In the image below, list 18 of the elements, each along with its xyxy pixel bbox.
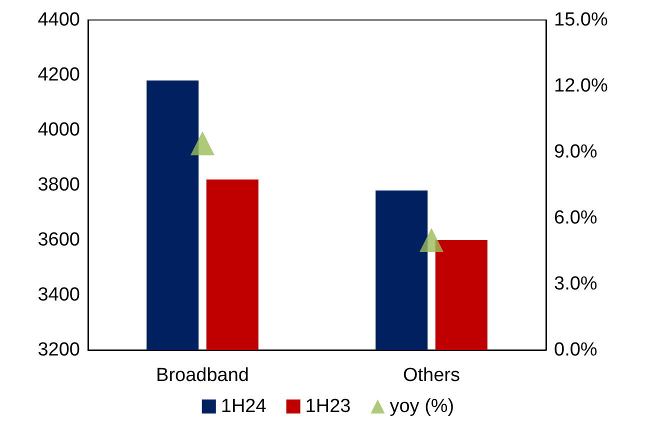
- legend-label: yoy (%): [390, 396, 454, 417]
- y2-tick-label: 9.0%: [554, 142, 598, 162]
- y-tick-label: 4200: [38, 64, 80, 86]
- y-tick-label: 4400: [38, 10, 80, 30]
- legend-label: 1H24: [220, 396, 267, 417]
- y-tick-label: 3200: [38, 340, 80, 360]
- y2-tick-label: 0.0%: [554, 340, 598, 360]
- legend-label: 1H23: [305, 396, 351, 417]
- x-tick-label: Broadband: [156, 365, 249, 386]
- y-tick-label: 3800: [38, 174, 80, 196]
- y-tick-label: 4000: [38, 120, 80, 140]
- y2-tick-label: 12.0%: [554, 76, 608, 96]
- y2-tick-label: 15.0%: [554, 10, 608, 30]
- y-tick-label: 3400: [38, 284, 80, 306]
- x-tick-label: Others: [402, 365, 460, 386]
- y2-tick-label: 6.0%: [554, 208, 598, 228]
- y2-tick-label: 3.0%: [554, 274, 598, 294]
- y-tick-label: 3600: [38, 230, 80, 250]
